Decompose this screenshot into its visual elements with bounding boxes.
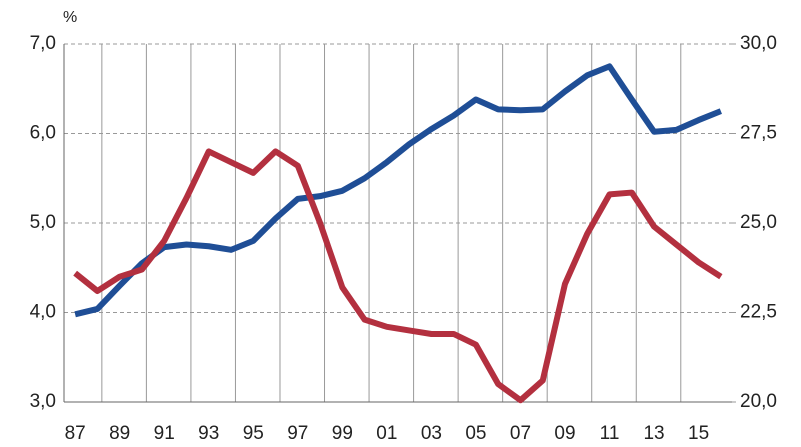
y2-tick-label: 22,5	[740, 302, 777, 323]
x-tick-label: 87	[65, 423, 86, 444]
x-tick-label: 09	[554, 423, 575, 444]
y-tick-label: 6,0	[30, 123, 56, 144]
x-tick-label: 89	[109, 423, 130, 444]
x-tick-label: 15	[688, 423, 709, 444]
x-tick-label: 91	[154, 423, 175, 444]
series-line	[73, 148, 723, 404]
series-line	[74, 63, 722, 318]
x-tick-label: 11	[600, 423, 620, 444]
y-tick-label: 5,0	[30, 212, 56, 233]
y-tick-label: 3,0	[30, 391, 56, 412]
x-tick-label: 95	[243, 423, 264, 444]
unit-label: %	[63, 9, 77, 26]
y-tick-label: 7,0	[30, 33, 56, 54]
y2-tick-label: 25,0	[740, 212, 777, 233]
x-tick-label: 97	[287, 423, 308, 444]
x-tick-label: 93	[198, 423, 219, 444]
x-tick-label: 99	[332, 423, 353, 444]
x-tick-label: 05	[465, 423, 486, 444]
y2-tick-label: 27,5	[740, 123, 777, 144]
x-tick-label: 01	[376, 423, 397, 444]
y2-tick-label: 30,0	[740, 33, 777, 54]
x-tick-label: 03	[421, 423, 442, 444]
y2-tick-label: 20,0	[740, 391, 777, 412]
x-tick-label: 13	[643, 423, 664, 444]
y-tick-label: 4,0	[30, 302, 56, 323]
x-tick-label: 07	[510, 423, 531, 444]
